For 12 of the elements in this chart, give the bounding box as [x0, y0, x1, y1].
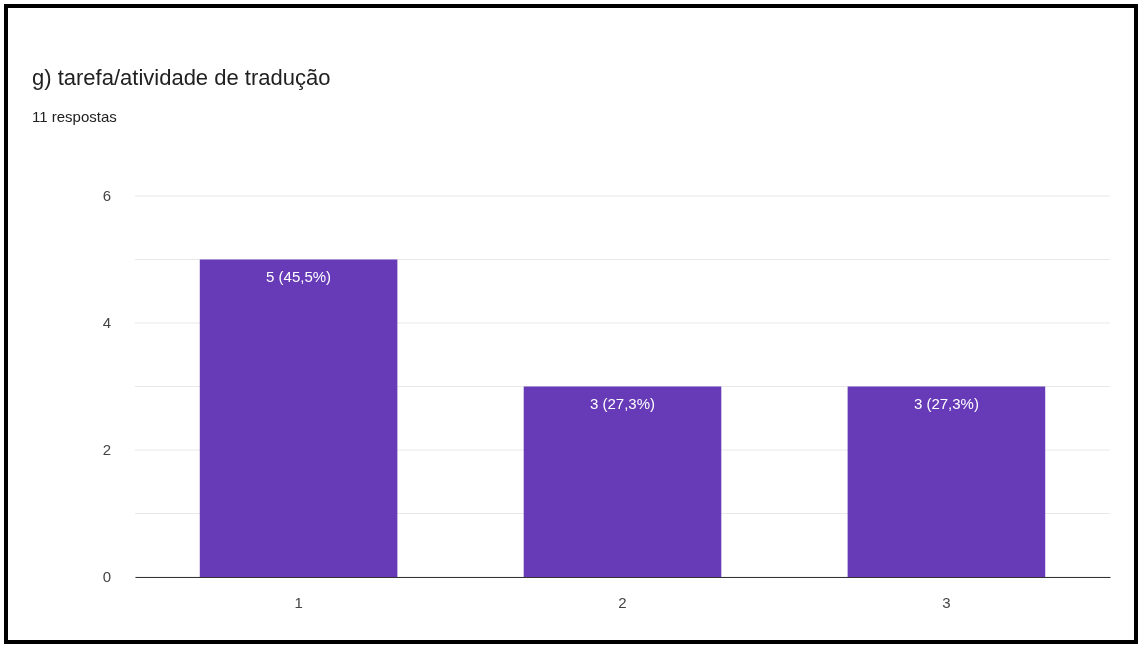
chart-title: g) tarefa/atividade de tradução — [32, 65, 331, 90]
chart-subtitle: 11 respostas — [32, 108, 117, 125]
y-tick-label: 0 — [102, 568, 111, 586]
x-tick-label: 1 — [294, 593, 303, 611]
data-label: 3 (27,3%) — [589, 394, 656, 412]
data-label: 5 (45,5%) — [266, 267, 332, 285]
y-tick-label: 2 — [102, 441, 111, 459]
x-tick-label: 3 — [942, 593, 951, 611]
y-tick-label: 6 — [102, 187, 111, 205]
x-tick-label: 2 — [618, 593, 627, 611]
data-label: 3 (27,3%) — [913, 394, 979, 412]
y-tick-label: 4 — [102, 314, 111, 332]
